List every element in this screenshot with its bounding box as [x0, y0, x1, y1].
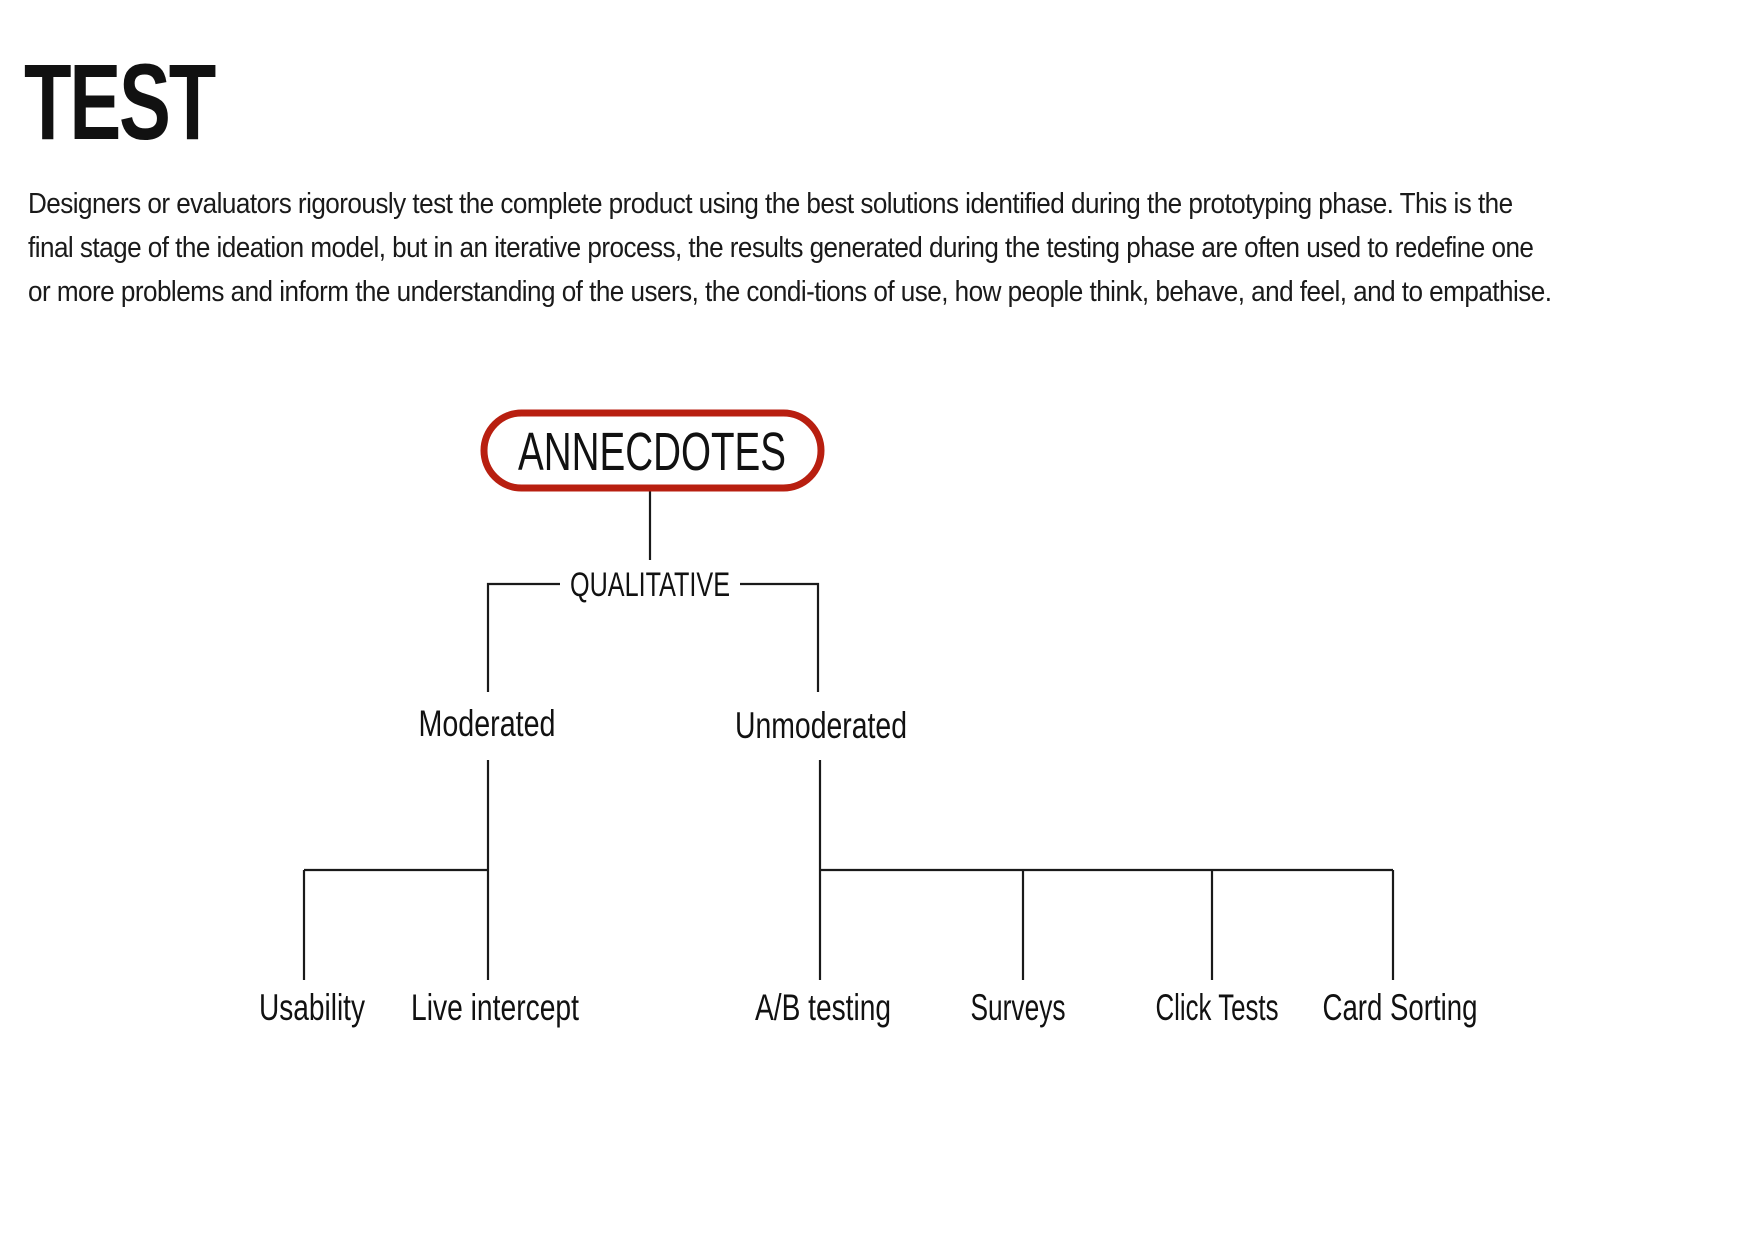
leaf-label-ab-testing: A/B testing: [755, 987, 891, 1028]
connector-category-to-moderated: [486, 582, 560, 692]
intro-paragraph: Designers or evaluators rigorously test …: [28, 188, 1552, 308]
root-node-border: [480, 409, 825, 492]
root-node: ANNECDOTES: [480, 409, 825, 492]
leaf-label-click-tests: Click Tests: [1156, 987, 1279, 1028]
branch-label-unmoderated: Unmoderated: [735, 705, 907, 746]
root-node-label: ANNECDOTES: [518, 422, 786, 482]
connector-category-to-unmoderated: [740, 582, 820, 692]
category-label: QUALITATIVE: [570, 566, 730, 604]
leaf-label-surveys: Surveys: [971, 987, 1066, 1028]
page-title: TEST: [24, 41, 216, 162]
diagram-connectors: [302, 488, 1395, 980]
leaf-label-card-sorting: Card Sorting: [1323, 987, 1478, 1028]
leaf-label-live-intercept: Live intercept: [411, 987, 580, 1028]
leaf-label-usability: Usability: [259, 987, 365, 1028]
branch-label-moderated: Moderated: [419, 703, 556, 744]
